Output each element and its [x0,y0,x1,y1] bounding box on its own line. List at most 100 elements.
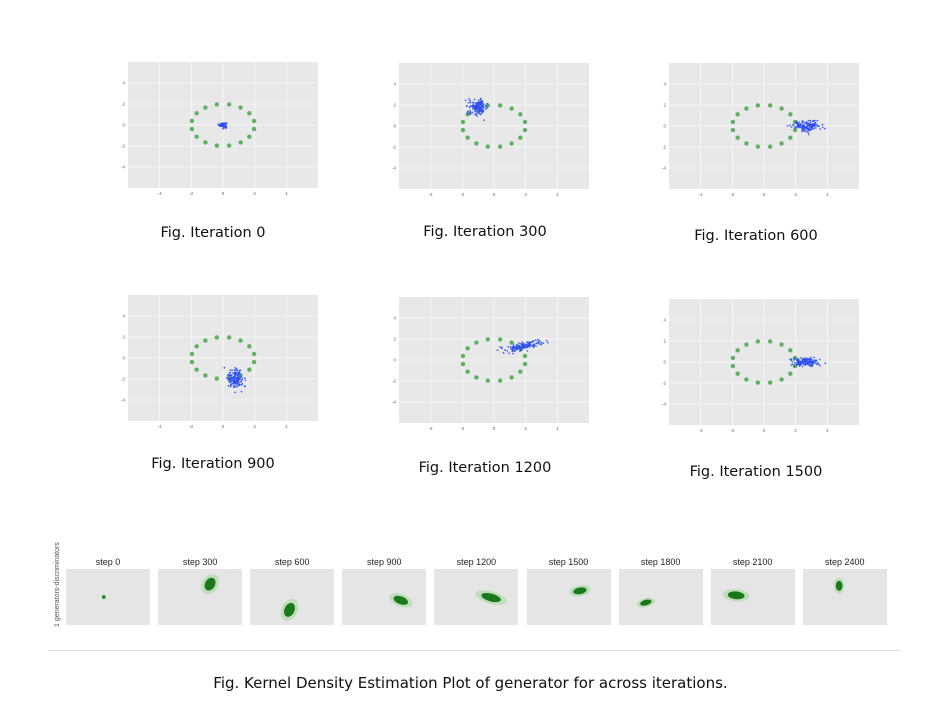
x-tick-label: -4 [158,424,162,429]
real-data-point [238,140,243,145]
real-data-point [767,144,773,149]
generated-point [217,123,220,126]
generated-point [799,123,802,126]
generated-point [229,371,232,374]
generated-point [221,123,224,126]
real-data-point [194,344,199,349]
generated-point [480,112,483,115]
generated-point [811,364,814,367]
real-data-point [460,127,466,133]
kde-density-core [639,599,652,606]
generated-point [476,109,479,112]
real-data-point [522,127,528,133]
generated-point [507,345,510,348]
y-tick-label: -2 [662,145,666,150]
generated-point [477,103,480,106]
generated-point [502,351,505,354]
real-data-point [744,141,749,146]
generated-point [819,364,821,367]
real-data-point [744,377,749,382]
caption-iteration-1500: Fig. Iteration 1500 [689,464,823,480]
x-tick-label: -4 [429,426,433,431]
generated-point [480,100,483,102]
generated-point [479,98,482,101]
generated-point [802,357,805,360]
kde-panel: step 0 [66,557,150,625]
kde-density-core [204,577,216,591]
real-data-point [730,355,736,361]
generated-point [481,105,484,108]
x-tick-label: 2 [794,192,797,197]
y-tick-label: 4 [122,314,125,319]
kde-box [158,569,243,625]
generated-point [480,102,483,105]
generated-point [795,363,798,366]
real-data-point [238,338,243,343]
real-data-point [485,144,491,149]
y-tick-label: 0 [663,360,666,365]
caption-iteration-1200: Fig. Iteration 1200 [418,460,552,476]
x-tick-label: 2 [524,192,527,197]
generated-point [793,124,795,127]
generated-point [479,109,482,112]
generated-point [226,376,228,379]
generated-point [238,369,241,372]
kde-density-svg [722,588,750,602]
real-data-point [509,340,514,345]
x-tick-label: -2 [189,191,193,196]
generated-point [801,360,804,363]
real-data-point [194,111,199,116]
kde-box [526,569,611,625]
y-tick-label: -4 [121,398,125,403]
generated-point [801,126,804,128]
generated-point [808,358,811,360]
kde-panel: step 600 [250,557,335,625]
scatter-svg-2: -4 -2 0 2 4 4 2 0 -2 -4 [662,63,859,197]
generated-point [528,341,531,344]
y-tick-label: -2 [662,381,666,386]
real-data-point [788,371,793,376]
kde-panel: step 1200 [434,557,519,625]
real-data-point [247,134,252,139]
generated-point [233,369,236,371]
generated-point [239,376,242,378]
generated-point [800,356,802,359]
generated-point [237,380,239,383]
generated-point [821,123,824,126]
generated-point [512,352,514,355]
real-data-point [767,103,773,108]
scatter-plot-iteration-600: -4 -2 0 2 4 4 2 0 -2 -4 [659,63,859,201]
figure-caption: Fig. Kernel Density Estimation Plot of g… [213,674,728,692]
kde-density-svg [568,585,591,597]
generated-point [809,359,811,362]
real-data-point [214,143,220,148]
generated-point [815,363,818,366]
real-data-point [735,112,740,117]
generated-point [236,377,238,380]
real-data-point [788,135,793,140]
generated-point [477,99,480,102]
generated-point [472,106,475,109]
real-data-point [474,340,479,345]
real-data-point [522,119,528,125]
generated-point [813,362,815,364]
x-tick-label: -4 [158,191,162,196]
real-data-point [755,144,761,149]
kde-box [710,569,795,625]
real-data-point [755,380,761,385]
generated-point [531,344,534,347]
generated-point [813,356,815,359]
y-tick-label: 4 [393,316,396,321]
y-tick-label: 2 [663,103,666,108]
generated-point [512,343,515,346]
generated-point [226,374,229,376]
real-data-point [247,367,252,372]
generated-point [809,119,812,122]
generated-point [513,349,516,352]
real-data-point [474,141,479,146]
generated-point [817,363,820,366]
generated-point [229,380,232,383]
x-tick-label: 2 [253,424,256,429]
y-tick-label: 0 [663,124,666,129]
generated-point [790,126,793,129]
